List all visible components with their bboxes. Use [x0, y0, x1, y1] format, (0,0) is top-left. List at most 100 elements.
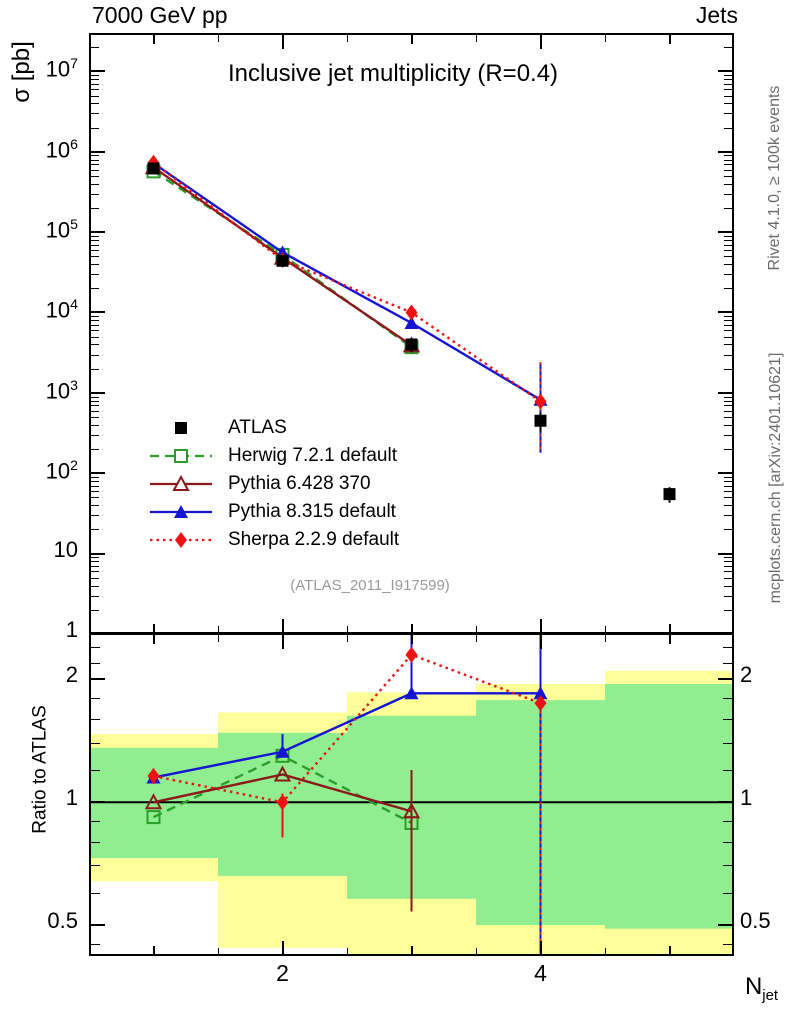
y-minor-tick — [91, 561, 99, 563]
y-minor-tick — [724, 75, 732, 77]
ratio-y-minor-tick — [91, 662, 100, 664]
ratio-y-minor-tick — [723, 892, 732, 894]
y-minor-tick — [724, 405, 732, 407]
data-marker — [405, 646, 418, 663]
y-minor-tick — [724, 609, 732, 611]
legend-item[interactable]: Herwig 7.2.1 default — [150, 442, 399, 470]
x-tick-main-top — [539, 35, 542, 49]
y-minor-tick — [91, 485, 99, 487]
y-minor-tick — [91, 256, 99, 258]
y-minor-tick — [724, 476, 732, 478]
y-minor-tick — [91, 557, 99, 559]
x-tick-top — [539, 635, 542, 649]
y-minor-tick — [91, 609, 99, 611]
legend-item[interactable]: ATLAS — [150, 414, 399, 442]
y-major-tick — [91, 552, 105, 555]
y-major-tick — [718, 391, 732, 394]
y-minor-tick — [91, 336, 99, 338]
y-minor-tick — [91, 47, 99, 49]
ratio-y-minor-tick — [723, 802, 732, 804]
data-marker — [404, 686, 419, 700]
x-minor-tick-main — [346, 626, 348, 633]
data-marker — [275, 744, 290, 758]
ratio-y-minor-tick — [91, 943, 100, 945]
ratio-y-minor-tick — [723, 698, 732, 700]
x-tick-main — [410, 624, 413, 633]
y-minor-tick — [724, 235, 732, 237]
y-minor-tick — [91, 491, 99, 493]
x-axis-title-sub: jet — [762, 987, 778, 1004]
x-axis-title: Njet — [745, 975, 778, 1004]
y-minor-tick — [91, 175, 99, 177]
x-tick-label: 4 — [534, 960, 547, 986]
x-tick-main — [668, 624, 671, 633]
x-minor-tick-main — [217, 626, 219, 633]
legend-item[interactable]: Sherpa 2.2.9 default — [150, 526, 399, 554]
uncertainty-band-inner — [605, 683, 734, 929]
x-minor-tick — [604, 948, 606, 955]
ratio-y-minor-tick — [91, 769, 100, 771]
y-minor-tick — [724, 207, 732, 209]
ratio-y-tick-label: 0.5 — [47, 908, 78, 934]
y-tick-label: 1 — [65, 617, 78, 642]
y-minor-tick — [91, 113, 99, 115]
ratio-y-tick-label-right: 2 — [740, 662, 753, 688]
y-minor-tick — [724, 344, 732, 346]
x-tick — [539, 941, 542, 955]
ratio-y-minor-tick — [91, 892, 100, 894]
x-tick-top — [410, 635, 413, 644]
y-major-tick — [91, 472, 105, 475]
y-minor-tick — [724, 95, 732, 97]
data-marker — [405, 304, 418, 321]
y-minor-tick — [91, 505, 99, 507]
legend-item[interactable]: Pythia 8.315 default — [150, 498, 399, 526]
y-minor-tick — [724, 557, 732, 559]
x-tick-top — [152, 635, 155, 644]
data-marker — [276, 794, 289, 811]
y-minor-tick — [91, 127, 99, 129]
y-minor-tick — [724, 316, 732, 318]
y-minor-tick — [91, 207, 99, 209]
x-tick-main-top — [668, 35, 671, 44]
y-minor-tick — [91, 316, 99, 318]
x-minor-tick-main — [475, 626, 477, 633]
y-minor-tick — [91, 169, 99, 171]
ratio-y-minor-tick — [723, 769, 732, 771]
y-minor-tick — [91, 89, 99, 91]
y-minor-tick — [91, 566, 99, 568]
x-tick — [281, 941, 284, 955]
y-minor-tick — [91, 417, 99, 419]
x-tick — [152, 946, 155, 955]
x-tick — [668, 946, 671, 955]
x-minor-tick-top — [475, 635, 477, 642]
y-minor-tick — [724, 336, 732, 338]
y-minor-tick — [724, 368, 732, 370]
y-minor-tick — [724, 113, 732, 115]
x-minor-tick-main-top — [346, 35, 348, 42]
y-minor-tick — [724, 505, 732, 507]
x-tick-label: 2 — [276, 960, 289, 986]
y-tick-label: 106 — [45, 135, 78, 163]
filled-diamond-marker — [150, 530, 212, 550]
y-minor-tick — [91, 264, 99, 266]
x-tick-main-top — [281, 35, 284, 49]
y-minor-tick — [91, 320, 99, 322]
legend-item-label: Pythia 6.428 370 — [228, 473, 371, 494]
ratio-y-minor-tick — [723, 742, 732, 744]
x-minor-tick-main-top — [217, 35, 219, 42]
x-minor-tick-main-top — [475, 35, 477, 42]
y-minor-tick — [91, 368, 99, 370]
y-minor-tick — [91, 410, 99, 412]
x-tick-main-top — [152, 35, 155, 44]
legend-item[interactable]: Pythia 6.428 370 — [150, 470, 399, 498]
x-tick-main — [539, 619, 542, 633]
y-minor-tick — [91, 577, 99, 579]
y-minor-tick — [91, 79, 99, 81]
y-major-tick — [91, 70, 105, 73]
beam-energy-label: 7000 GeV pp — [92, 2, 228, 28]
y-minor-tick — [724, 566, 732, 568]
y-minor-tick — [724, 239, 732, 241]
ratio-y-tick-label: 2 — [65, 662, 78, 688]
